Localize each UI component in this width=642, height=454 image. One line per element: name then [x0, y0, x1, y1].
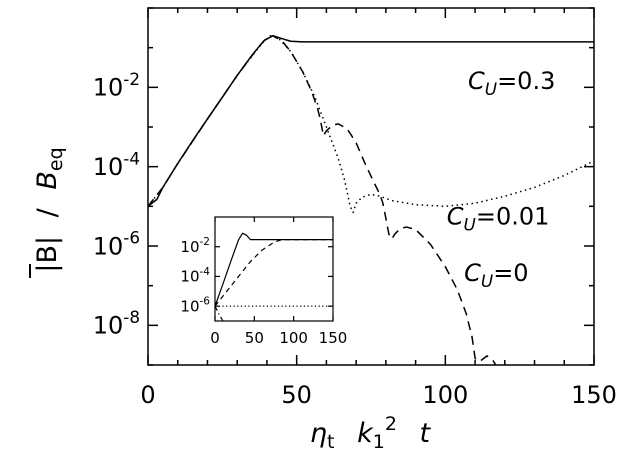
main-annotation-2: CU=0 [464, 259, 528, 291]
main-series-solid-line-0 [148, 34, 594, 207]
y-label-sep: / [32, 207, 63, 217]
y-label-b-bar: |B| [32, 236, 63, 273]
inset-y-tick-label-2: 10-2 [180, 236, 210, 256]
inset-x-tick-label-2: 100 [279, 329, 308, 347]
main-annotation-1: CU=0.01 [447, 202, 550, 234]
y-label-beq-sub: eq [45, 147, 67, 171]
x-axis-label: ηt k12 t [310, 406, 432, 454]
main-x-tick-label-2: 100 [422, 381, 468, 409]
main-y-tick-label-0: 10-8 [93, 307, 140, 340]
x-label-t: t [420, 418, 432, 449]
x-label-k-sub: 1 [373, 431, 385, 453]
x-label-k: k [357, 418, 374, 449]
inset-series-solid-line-0 [215, 232, 333, 307]
inset-x-tick-label-3: 150 [319, 329, 348, 347]
y-label-beq: B [32, 171, 63, 190]
main-y-tick-label-2: 10-4 [93, 148, 140, 181]
main-axes-frame [147, 7, 595, 366]
inset-series-dashdot-line-3 [215, 305, 224, 321]
x-label-eta: η [310, 418, 327, 449]
main-plot: 0 50 100 150 10-8 10-6 10-4 10-2 CU=0.3 CU=0.01 CU… [93, 7, 617, 409]
svg-text:|B| / Beq: |B| / Beq [32, 147, 67, 272]
inset-y-tick-label-1: 10-4 [180, 266, 210, 286]
main-x-tick-label-3: 150 [571, 381, 617, 409]
main-series-dashed-line-2 [148, 34, 479, 365]
inset-y-tick-label-0: 10-6 [180, 296, 210, 316]
inset-series-dashed-line-1 [215, 239, 333, 307]
x-label-eta-sub: t [327, 431, 334, 453]
y-axis-label: |B| / Beq [29, 147, 67, 278]
main-annotation-0: CU=0.3 [468, 67, 555, 99]
inset-x-tick-label-1: 50 [245, 329, 264, 347]
main-series-dotted-line-1 [148, 34, 594, 214]
main-x-tick-label-0: 0 [140, 381, 155, 409]
inset-plot: 0 50 100 150 10-6 10-4 10-2 [180, 216, 348, 347]
main-x-tick-label-1: 50 [281, 381, 312, 409]
inset-background [215, 217, 333, 321]
main-y-tick-label-3: 10-2 [93, 69, 140, 102]
inset-x-tick-label-0: 0 [210, 329, 220, 347]
x-label-k-sup: 2 [385, 413, 397, 435]
main-series-dashed-line-3 [480, 355, 497, 365]
inset-axes-frame [214, 216, 334, 322]
main-y-tick-label-1: 10-6 [93, 228, 140, 261]
